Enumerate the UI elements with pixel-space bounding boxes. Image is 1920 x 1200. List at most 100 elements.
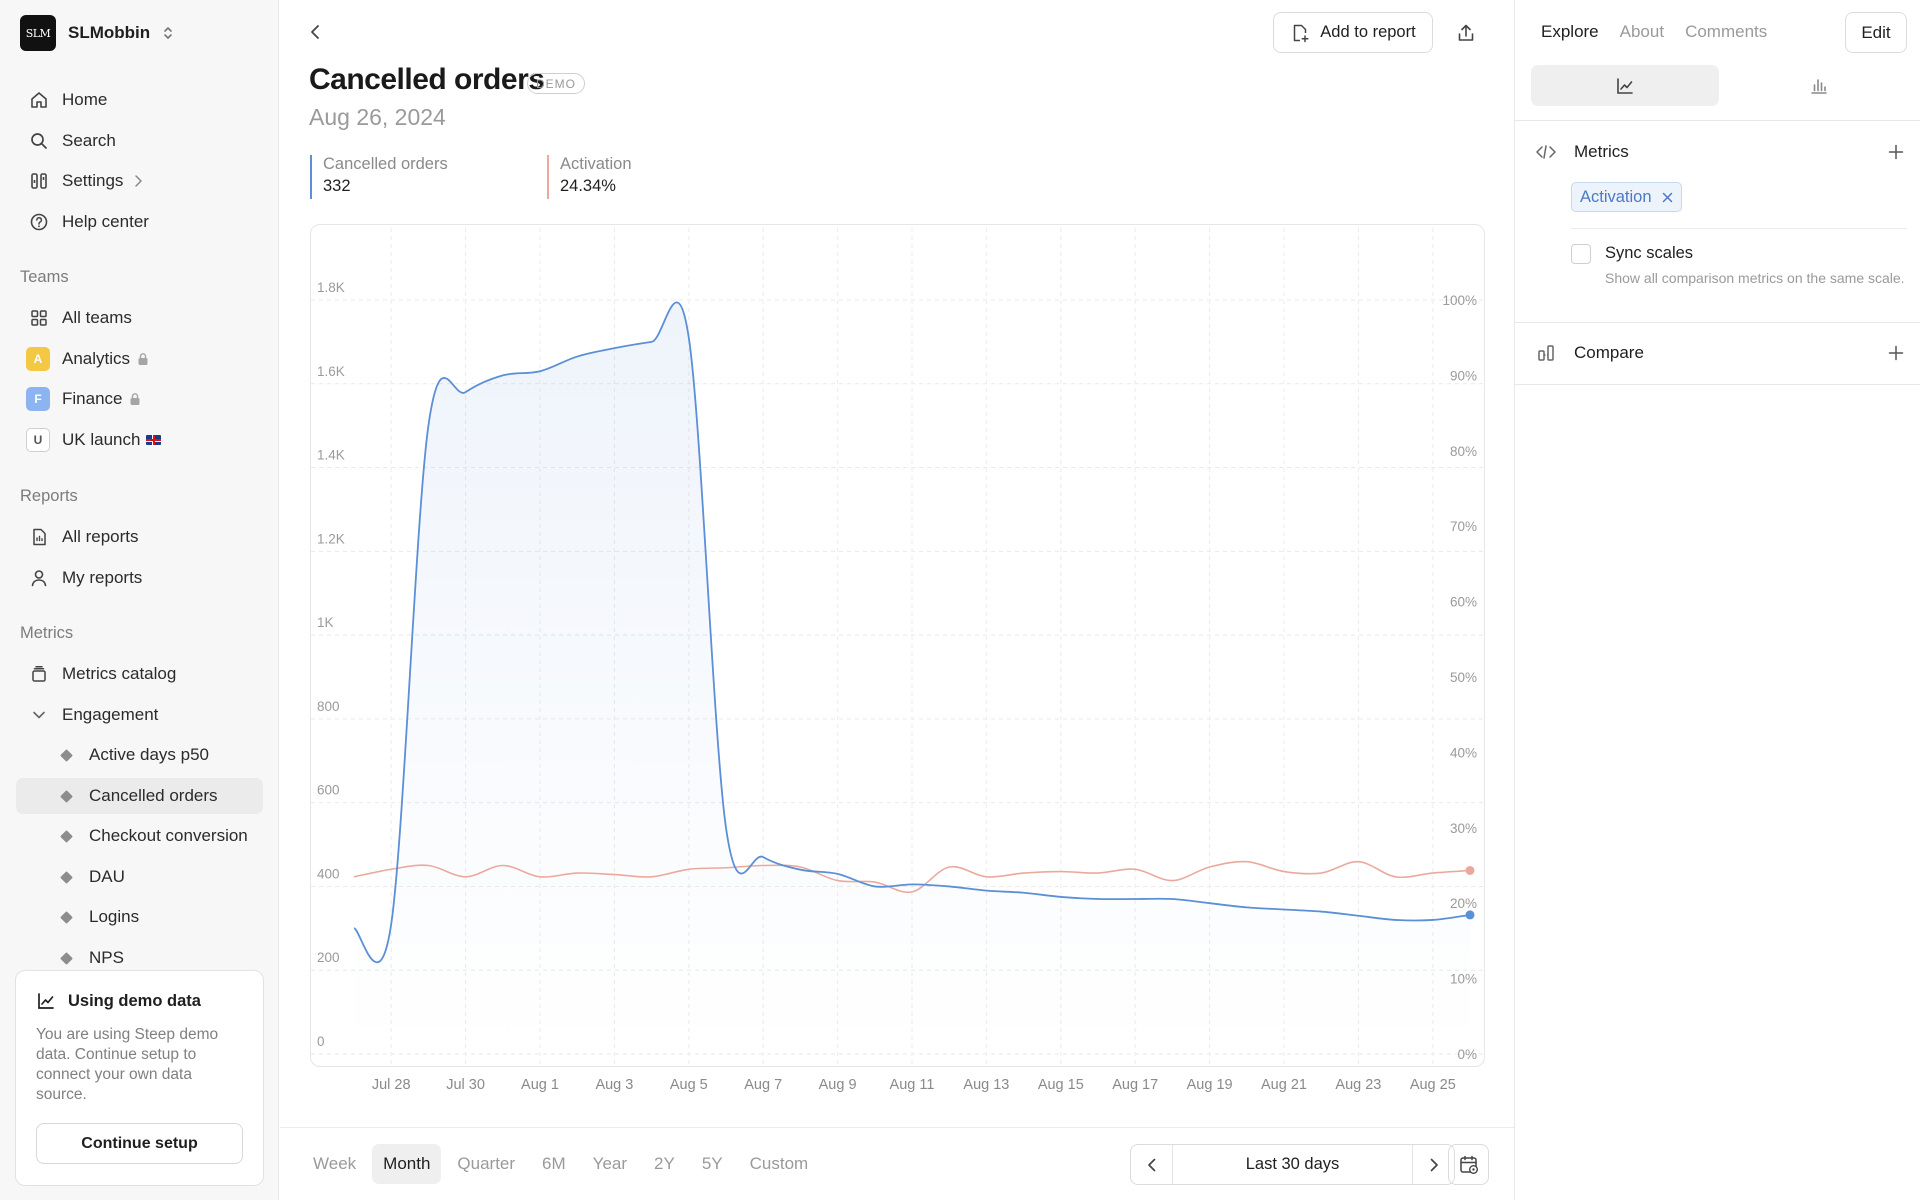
x-tick-label: Aug 1	[521, 1077, 559, 1093]
x-tick-label: Aug 7	[744, 1077, 782, 1093]
line-chart-icon	[36, 991, 56, 1011]
range-year[interactable]: Year	[592, 1154, 628, 1173]
continue-setup-button[interactable]: Continue setup	[36, 1123, 243, 1164]
home-icon	[28, 89, 50, 111]
range-2y[interactable]: 2Y	[654, 1154, 675, 1173]
legend-cancelled-orders[interactable]: Cancelled orders 332	[310, 155, 448, 199]
next-period-button[interactable]	[1413, 1145, 1454, 1184]
add-metric-button[interactable]	[1885, 141, 1907, 163]
chevron-up-down-icon	[162, 25, 174, 41]
range-month[interactable]: Month	[372, 1144, 442, 1184]
metric-diamond-icon	[60, 870, 73, 884]
tab-comments[interactable]: Comments	[1685, 22, 1768, 41]
metric-item-active[interactable]: Cancelled orders	[16, 778, 263, 814]
add-to-report-button[interactable]: Add to report	[1273, 12, 1433, 53]
nav-team-finance[interactable]: F Finance	[16, 381, 263, 417]
page-title: Cancelled orders	[309, 63, 545, 96]
y-tick-label: 1.2K	[317, 531, 345, 546]
x-tick-label: Aug 5	[670, 1077, 708, 1093]
nav-search[interactable]: Search	[16, 123, 263, 159]
metric-item[interactable]: NPS	[16, 940, 263, 976]
workspace-name: SLMobbin	[68, 23, 151, 42]
add-compare-button[interactable]	[1885, 342, 1907, 364]
nav-home[interactable]: Home	[16, 82, 263, 118]
legend-value: 24.34%	[560, 177, 616, 195]
nav-label: UK launch	[62, 430, 141, 449]
panel-tabs: Explore About Comments	[1541, 22, 1767, 42]
divider	[1515, 120, 1920, 121]
range-selector: Week Month Quarter 6M Year 2Y 5Y Custom	[302, 1144, 824, 1184]
chip-label: Activation	[1580, 187, 1652, 206]
y2-tick-label: 20%	[1450, 896, 1477, 911]
chevron-right-icon	[1430, 1158, 1438, 1171]
demo-card-title: Using demo data	[68, 991, 201, 1010]
grid-icon	[28, 307, 50, 329]
x-tick-label: Aug 13	[963, 1077, 1009, 1093]
bar-chart-icon	[1811, 78, 1827, 94]
sync-scales-label: Sync scales	[1605, 244, 1694, 262]
metric-diamond-icon	[60, 910, 73, 924]
plus-icon	[1888, 144, 1904, 160]
metric-item[interactable]: Active days p50	[16, 737, 263, 773]
divider	[280, 1127, 1514, 1128]
x-tick-label: Aug 19	[1187, 1077, 1233, 1093]
reports-heading: Reports	[20, 487, 78, 505]
teams-heading: Teams	[20, 268, 69, 286]
metric-item[interactable]: Checkout conversion	[16, 818, 263, 854]
range-week[interactable]: Week	[313, 1154, 357, 1173]
range-custom[interactable]: Custom	[749, 1154, 809, 1173]
legend-name: Cancelled orders	[323, 155, 448, 173]
line-view-toggle[interactable]	[1531, 65, 1719, 106]
y2-tick-label: 80%	[1450, 444, 1477, 459]
line-chart[interactable]: 02004006008001K1.2K1.4K1.6K1.8K0%10%20%3…	[280, 0, 1514, 1110]
nav-metrics-catalog[interactable]: Metrics catalog	[16, 656, 263, 692]
y2-tick-label: 40%	[1450, 745, 1477, 760]
nav-all-teams[interactable]: All teams	[16, 300, 263, 336]
y2-tick-label: 90%	[1450, 368, 1477, 383]
demo-card-header: Using demo data	[36, 991, 243, 1011]
sync-scales-checkbox[interactable]	[1571, 244, 1591, 264]
y-tick-label: 1.4K	[317, 448, 345, 463]
nav-my-reports[interactable]: My reports	[16, 560, 263, 596]
lock-icon	[137, 352, 149, 366]
nav-team-uk-launch[interactable]: U UK launch	[16, 422, 263, 458]
chart-frame	[310, 224, 1485, 1067]
close-icon[interactable]	[1662, 192, 1673, 203]
metric-item[interactable]: DAU	[16, 859, 263, 895]
legend-activation[interactable]: Activation 24.34%	[547, 155, 632, 199]
metric-item[interactable]: Logins	[16, 899, 263, 935]
date-range-label[interactable]: Last 30 days	[1172, 1145, 1413, 1184]
range-5y[interactable]: 5Y	[701, 1154, 723, 1173]
metric-chip-activation[interactable]: Activation	[1571, 182, 1682, 212]
help-icon	[28, 211, 50, 233]
chevron-down-icon	[28, 704, 50, 726]
share-button[interactable]	[1450, 17, 1482, 49]
calendar-settings-button[interactable]	[1448, 1144, 1489, 1185]
add-to-report-label: Add to report	[1320, 23, 1416, 41]
chevron-right-icon	[133, 174, 143, 188]
legend-value: 332	[323, 177, 351, 195]
edit-button[interactable]: Edit	[1845, 12, 1907, 53]
data-point-cancelled-orders	[1465, 910, 1475, 920]
nav-settings[interactable]: Settings	[16, 163, 263, 199]
workspace-switcher[interactable]: SLM SLMobbin	[20, 14, 174, 52]
metric-diamond-icon	[60, 789, 73, 803]
metric-label: NPS	[89, 948, 124, 967]
back-button[interactable]	[302, 19, 328, 45]
x-tick-label: Aug 15	[1038, 1077, 1084, 1093]
x-tick-label: Aug 21	[1261, 1077, 1307, 1093]
nav-team-analytics[interactable]: A Analytics	[16, 341, 263, 377]
x-tick-label: Aug 25	[1410, 1077, 1456, 1093]
tab-explore[interactable]: Explore	[1541, 22, 1599, 41]
range-6m[interactable]: 6M	[542, 1154, 566, 1173]
tab-about[interactable]: About	[1619, 22, 1665, 41]
nav-all-reports[interactable]: All reports	[16, 519, 263, 555]
y-tick-label: 400	[317, 866, 340, 881]
nav-engagement[interactable]: Engagement	[16, 697, 263, 733]
share-icon	[1458, 24, 1474, 41]
sidebar: SLM SLMobbin Home Search Settings Help c…	[0, 0, 279, 1200]
range-quarter[interactable]: Quarter	[457, 1154, 516, 1173]
nav-help-center[interactable]: Help center	[16, 204, 263, 240]
bar-view-toggle[interactable]	[1729, 65, 1909, 106]
previous-period-button[interactable]	[1131, 1145, 1172, 1184]
